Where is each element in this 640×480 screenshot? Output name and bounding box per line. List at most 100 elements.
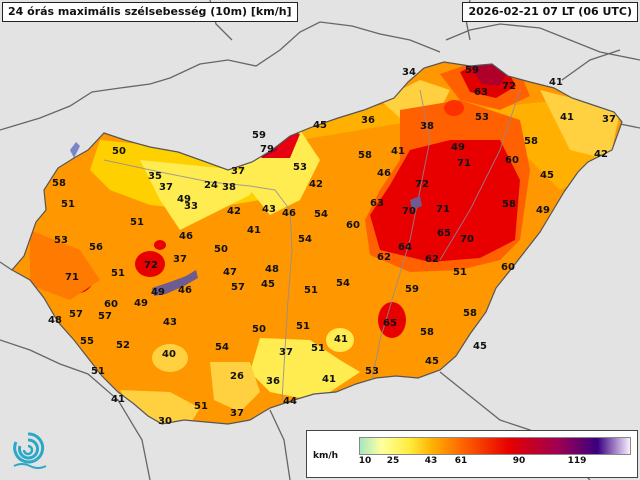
- station-value: 54: [314, 209, 328, 220]
- station-value: 51: [296, 321, 310, 332]
- station-value: 59: [465, 65, 479, 76]
- station-value: 48: [265, 264, 279, 275]
- station-value: 52: [116, 340, 130, 351]
- station-value: 56: [89, 242, 103, 253]
- legend-tick: 25: [386, 456, 400, 466]
- station-value: 46: [377, 168, 391, 179]
- station-value: 51: [61, 199, 75, 210]
- station-value: 45: [473, 341, 487, 352]
- station-value: 57: [98, 311, 112, 322]
- station-value: 41: [391, 146, 405, 157]
- station-value: 50: [112, 146, 126, 157]
- station-value: 53: [365, 366, 379, 377]
- station-value: 59: [405, 284, 419, 295]
- station-value: 41: [322, 374, 336, 385]
- station-value: 30: [158, 416, 172, 427]
- map-title: 24 órás maximális szélsebesség (10m) [km…: [2, 2, 298, 22]
- station-value: 57: [231, 282, 245, 293]
- station-value: 37: [231, 166, 245, 177]
- station-value: 37: [173, 254, 187, 265]
- station-value: 65: [383, 318, 397, 329]
- station-value: 42: [227, 206, 241, 217]
- station-value: 36: [266, 376, 280, 387]
- rivers: [103, 89, 521, 401]
- station-value: 37: [159, 182, 173, 193]
- station-value: 53: [54, 235, 68, 246]
- station-value: 51: [304, 285, 318, 296]
- station-value: 53: [293, 162, 307, 173]
- station-value: 49: [151, 287, 165, 298]
- station-value: 46: [179, 231, 193, 242]
- station-value: 70: [402, 206, 416, 217]
- legend-tick: 43: [424, 456, 438, 466]
- station-value: 50: [214, 244, 228, 255]
- station-value: 42: [594, 149, 608, 160]
- station-value: 37: [279, 347, 293, 358]
- station-value: 51: [311, 343, 325, 354]
- station-value: 41: [111, 394, 125, 405]
- lake-balaton: [152, 270, 198, 296]
- station-value: 58: [524, 136, 538, 147]
- station-value: 41: [549, 77, 563, 88]
- station-value: 51: [130, 217, 144, 228]
- station-value: 58: [463, 308, 477, 319]
- station-value: 53: [475, 112, 489, 123]
- station-value: 63: [474, 87, 488, 98]
- legend-tick: 90: [512, 456, 526, 466]
- station-value: 55: [80, 336, 94, 347]
- lake-tisza: [410, 196, 422, 210]
- station-value: 58: [52, 178, 66, 189]
- station-value: 45: [261, 279, 275, 290]
- station-value: 37: [230, 408, 244, 419]
- station-value: 41: [247, 225, 261, 236]
- station-value: 72: [144, 260, 158, 271]
- station-value: 57: [69, 309, 83, 320]
- station-value: 41: [560, 112, 574, 123]
- station-value: 54: [298, 234, 312, 245]
- station-value: 51: [453, 267, 467, 278]
- station-value: 33: [184, 201, 198, 212]
- station-value: 54: [215, 342, 229, 353]
- station-value: 44: [283, 396, 297, 407]
- station-value: 59: [252, 130, 266, 141]
- station-value: 49: [536, 205, 550, 216]
- station-value: 36: [361, 115, 375, 126]
- station-value: 38: [222, 182, 236, 193]
- station-value: 58: [420, 327, 434, 338]
- legend-unit: km/h: [313, 451, 339, 461]
- station-value: 24: [204, 180, 218, 191]
- station-value: 35: [148, 171, 162, 182]
- station-value: 51: [91, 366, 105, 377]
- legend-color-bar: [359, 437, 631, 455]
- station-value: 26: [230, 371, 244, 382]
- station-value: 37: [602, 114, 616, 125]
- map-timestamp: 2026-02-21 07 LT (06 UTC): [462, 2, 638, 22]
- station-value: 49: [451, 142, 465, 153]
- station-value: 65: [437, 228, 451, 239]
- station-value: 49: [177, 194, 191, 205]
- lake-neusiedl: [70, 142, 80, 158]
- station-value: 64: [398, 242, 412, 253]
- station-value: 42: [309, 179, 323, 190]
- legend-tick: 61: [454, 456, 468, 466]
- station-value: 51: [194, 401, 208, 412]
- station-value: 62: [377, 252, 391, 263]
- omsz-logo-icon: [13, 432, 47, 469]
- station-value: 46: [282, 208, 296, 219]
- station-value: 72: [502, 81, 516, 92]
- station-value: 63: [370, 198, 384, 209]
- station-value: 79: [260, 144, 274, 155]
- station-value: 49: [134, 298, 148, 309]
- station-value: 58: [502, 199, 516, 210]
- station-value: 72: [415, 179, 429, 190]
- station-value: 54: [336, 278, 350, 289]
- station-value: 60: [505, 155, 519, 166]
- station-value: 48: [48, 315, 62, 326]
- station-value: 43: [262, 204, 276, 215]
- station-value: 47: [223, 267, 237, 278]
- station-value: 71: [436, 204, 450, 215]
- station-value: 41: [334, 334, 348, 345]
- station-value: 51: [111, 268, 125, 279]
